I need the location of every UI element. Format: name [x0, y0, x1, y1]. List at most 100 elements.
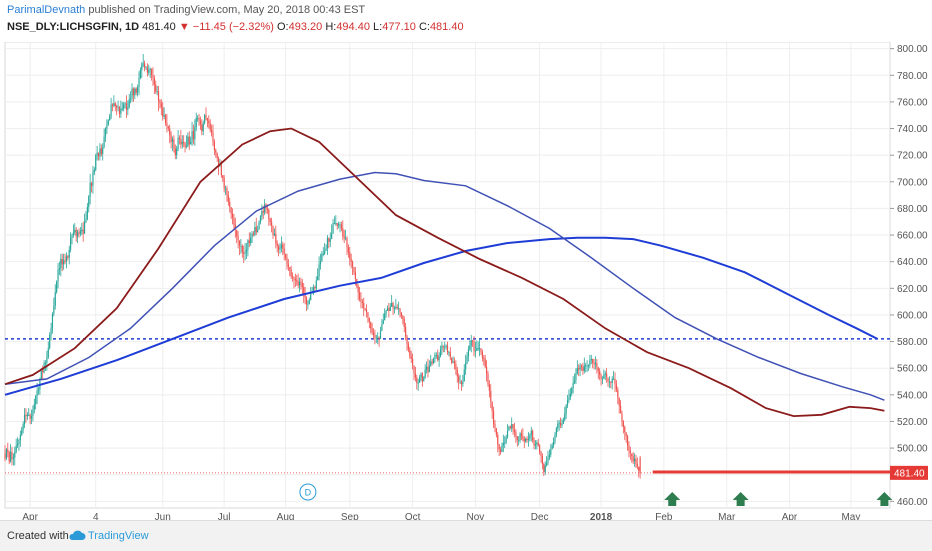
candle-body — [204, 115, 206, 124]
candle-body — [251, 233, 253, 238]
candle-body — [50, 328, 52, 335]
candle-body — [262, 211, 264, 213]
candle-body — [266, 208, 269, 210]
candle-body — [56, 281, 58, 293]
candle-body — [484, 358, 486, 367]
candle-body — [289, 267, 291, 270]
candle-body — [543, 464, 545, 473]
candle-body — [518, 440, 520, 441]
candle-body — [585, 365, 587, 367]
candle-body — [568, 397, 570, 401]
x-tick-label: 4 — [93, 512, 99, 520]
chart-area[interactable]: D 460.00480.00500.00520.00540.00560.0058… — [0, 41, 932, 523]
candle-body — [492, 410, 495, 425]
candle-body — [118, 107, 121, 114]
candle-body — [125, 103, 128, 110]
candle-body — [300, 281, 302, 283]
candle-body — [491, 401, 493, 411]
open-label: O: — [276, 21, 289, 33]
candle-body — [465, 362, 467, 370]
candle-body — [220, 164, 222, 176]
candle-body — [368, 317, 370, 322]
tradingview-brand-link[interactable]: TradingView — [88, 530, 149, 542]
candle-body — [473, 341, 475, 351]
candle-body — [550, 449, 552, 455]
candle-body — [74, 229, 76, 233]
candle-body — [624, 426, 626, 433]
candle-body — [192, 131, 195, 140]
candle-body — [385, 310, 387, 314]
candle-body — [30, 416, 33, 419]
candle-body — [540, 452, 542, 457]
candle-body — [5, 449, 7, 459]
candle-body — [347, 247, 349, 253]
y-tick-label: 580.00 — [897, 337, 928, 348]
candle-body — [610, 381, 612, 383]
y-tick-label: 700.00 — [897, 177, 928, 188]
open-value: 493.20 — [288, 21, 323, 33]
candle-body — [184, 143, 186, 148]
candle-body — [477, 348, 479, 350]
symbol-name[interactable]: NSE_DLY:LICHSGFIN, 1D — [7, 21, 140, 33]
candle-body — [163, 115, 165, 117]
price-chart[interactable]: D 460.00480.00500.00520.00540.00560.0058… — [0, 41, 932, 523]
candle-body — [100, 148, 102, 154]
candle-body — [64, 260, 66, 262]
candle-body — [276, 243, 278, 246]
author-link[interactable]: ParimalDevnath — [7, 4, 86, 16]
candle-body — [194, 127, 196, 140]
candle-body — [444, 346, 446, 348]
candle-body — [319, 261, 322, 265]
candle-body — [582, 366, 584, 371]
candle-body — [273, 233, 276, 236]
candle-body — [371, 328, 373, 333]
candle-body — [522, 436, 524, 439]
candle-body — [335, 223, 337, 224]
candle-body — [547, 457, 549, 463]
candle-body — [318, 264, 320, 277]
candle-body — [414, 373, 416, 378]
candle-body — [381, 324, 383, 331]
candle-body — [336, 223, 338, 226]
candle-body — [241, 245, 243, 253]
last-price: 481.40 — [142, 21, 176, 33]
candle-body — [431, 361, 433, 363]
candle-body — [202, 123, 204, 132]
last-price-label: 481.40 — [894, 468, 925, 479]
candle-body — [296, 280, 298, 282]
candle-body — [512, 424, 514, 430]
last-price-badge — [890, 465, 928, 480]
candle-body — [631, 453, 633, 457]
candle-body — [412, 358, 414, 366]
candle-body — [47, 348, 49, 358]
y-tick-label: 620.00 — [897, 284, 928, 295]
candle-body — [197, 117, 199, 119]
candle-body — [583, 365, 585, 371]
candle-body — [502, 442, 504, 446]
candle-body — [61, 259, 63, 265]
candle-body — [127, 107, 129, 110]
candle-body — [264, 204, 266, 213]
candle-body — [237, 236, 239, 241]
candle-body — [213, 141, 215, 150]
candle-body — [258, 221, 260, 230]
candle-body — [227, 195, 229, 202]
candle-body — [544, 465, 546, 473]
candle-body — [96, 152, 98, 156]
y-tick-label: 800.00 — [897, 44, 928, 55]
candle-body — [167, 125, 169, 129]
candle-body — [35, 396, 37, 405]
candle-body — [523, 438, 525, 442]
candle-body — [185, 145, 188, 148]
candle-body — [111, 104, 114, 106]
candle-body — [51, 313, 54, 329]
candle-body — [410, 356, 412, 359]
candle-body — [539, 445, 541, 453]
candle-body — [343, 236, 345, 238]
candle-body — [344, 237, 347, 239]
candle-body — [506, 430, 509, 438]
candle-body — [305, 297, 308, 305]
candle-body — [19, 434, 21, 441]
candle-body — [432, 358, 435, 363]
candle-body — [290, 269, 292, 277]
